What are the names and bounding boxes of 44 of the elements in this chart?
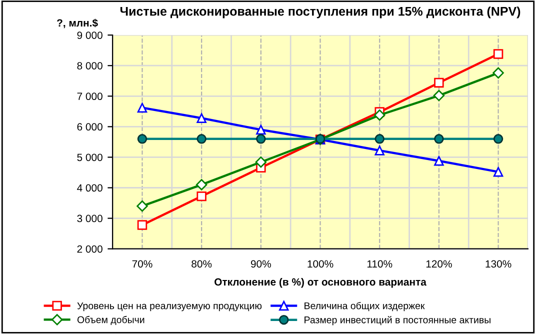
- point: [433, 90, 445, 102]
- legend-label: Уровень цен на реализуемую продукцию: [77, 302, 262, 312]
- y-tick-label: 5 000: [77, 154, 102, 162]
- legend-label: Размер инвестиций в постоянные активы: [304, 316, 490, 326]
- point: [137, 102, 148, 113]
- y-tick-label: 6 000: [77, 123, 102, 131]
- point: [374, 134, 384, 144]
- point: [493, 134, 504, 144]
- x-tick-label: 90%: [250, 260, 271, 268]
- point: [434, 78, 444, 88]
- point: [196, 134, 206, 144]
- point: [493, 49, 504, 59]
- y-tick-label: 9 000: [77, 32, 102, 39]
- point: [374, 146, 384, 156]
- point: [256, 134, 266, 144]
- y-tick-label: 2 000: [77, 245, 102, 253]
- point: [493, 167, 504, 177]
- chart-title: Чистые дисконированные поступления при 15% дисконта (NPV): [120, 6, 520, 18]
- point: [492, 67, 504, 79]
- y-axis-title: ?, млн.$: [57, 18, 98, 28]
- y-tick-label: 4 000: [77, 184, 102, 192]
- point: [137, 134, 148, 144]
- x-tick-label: 100%: [308, 260, 334, 268]
- point: [256, 124, 266, 135]
- y-tick-label: 3 000: [77, 214, 102, 222]
- point: [255, 156, 267, 168]
- x-tick-label: 80%: [192, 260, 212, 268]
- point: [196, 113, 206, 123]
- legend-label: Объем добычи: [77, 316, 144, 326]
- x-tick-label: 130%: [486, 260, 512, 268]
- x-tick-label: 120%: [426, 260, 452, 268]
- x-axis-title: Отклонение (в %) от основного варианта: [214, 278, 426, 288]
- x-tick-label: 110%: [367, 260, 392, 268]
- y-tick-label: 7 000: [77, 92, 102, 100]
- point: [136, 200, 148, 212]
- y-tick-label: 8 000: [77, 62, 102, 70]
- x-tick-label: 70%: [132, 260, 152, 268]
- point: [137, 220, 148, 230]
- point: [196, 191, 206, 202]
- point: [434, 134, 444, 144]
- point: [374, 109, 386, 121]
- legend-label: Величина общих издержек: [304, 302, 425, 312]
- point: [434, 156, 444, 166]
- point: [196, 179, 208, 190]
